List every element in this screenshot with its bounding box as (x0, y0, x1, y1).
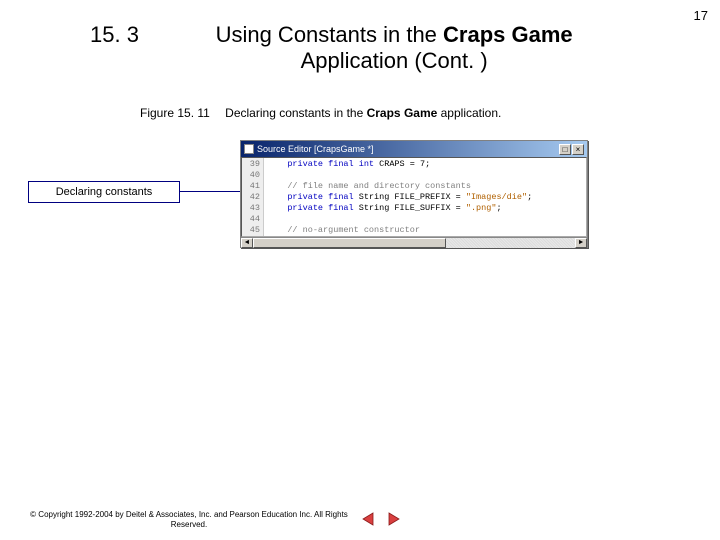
editor-body: 39 40 41 42 43 44 45 private final int C… (241, 157, 587, 237)
line-number-gutter: 39 40 41 42 43 44 45 (242, 158, 264, 236)
prev-arrow-button[interactable] (360, 510, 378, 528)
section-title-suffix: Application (Cont. ) (301, 48, 488, 73)
code-area[interactable]: private final int CRAPS = 7; // file nam… (264, 158, 586, 236)
section-title-bold: Craps Game (443, 22, 573, 47)
figure-caption-bold: Craps Game (367, 106, 438, 120)
next-arrow-button[interactable] (384, 510, 402, 528)
section-number: 15. 3 (90, 22, 168, 48)
callout-connector (180, 191, 244, 192)
page-number: 17 (694, 8, 708, 23)
callout-text: Declaring constants (56, 186, 153, 198)
editor-title: Source Editor [CrapsGame *] (257, 144, 374, 154)
arrow-left-icon (361, 511, 377, 527)
copyright-footer: © Copyright 1992-2004 by Deitel & Associ… (24, 510, 354, 530)
window-icon (244, 144, 254, 154)
scroll-right-button[interactable]: ► (575, 238, 587, 248)
figure-caption-suffix: application. (437, 106, 501, 120)
maximize-button[interactable]: □ (559, 144, 571, 155)
horizontal-scrollbar[interactable]: ◄ ► (241, 237, 587, 248)
scroll-thumb[interactable] (253, 238, 446, 248)
source-editor-window: Source Editor [CrapsGame *] □ × 39 40 41… (240, 140, 588, 248)
section-header: 15. 3 Using Constants in the Craps Game … (90, 22, 640, 74)
scroll-track[interactable] (253, 238, 575, 248)
close-button[interactable]: × (572, 144, 584, 155)
callout-box: Declaring constants (28, 181, 180, 203)
figure-caption-prefix: Declaring constants in the (225, 106, 366, 120)
scroll-left-button[interactable]: ◄ (241, 238, 253, 248)
section-title-prefix: Using Constants in the (216, 22, 443, 47)
figure-caption: Figure 15. 11 Declaring constants in the… (140, 106, 501, 120)
figure-label: Figure 15. 11 (140, 106, 210, 120)
nav-arrows (360, 510, 402, 528)
arrow-right-icon (385, 511, 401, 527)
section-title: Using Constants in the Craps Game Applic… (174, 22, 614, 74)
editor-titlebar: Source Editor [CrapsGame *] □ × (241, 141, 587, 157)
